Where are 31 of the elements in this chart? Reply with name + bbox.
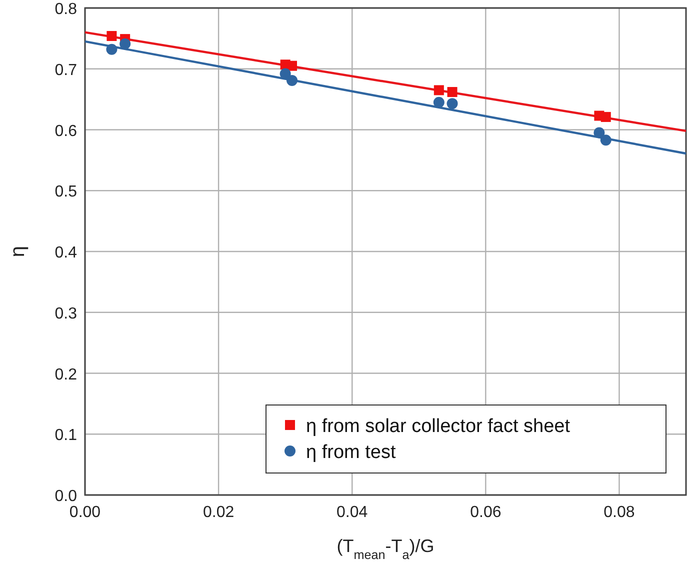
x-tick-label: 0.04 [336,504,368,521]
point [280,68,291,80]
point [287,60,298,71]
point [106,31,117,42]
point [286,74,298,86]
point [434,85,444,96]
y-tick-label: 0.8 [54,1,78,18]
point [600,112,611,122]
y-tick-label: 0.6 [54,122,78,140]
x-tick-label: 0.02 [202,504,234,521]
y-tick-label: 0.0 [54,488,78,505]
y-tick-label: 0.7 [54,62,78,79]
point [600,134,612,146]
y-tick-label: 0.2 [54,366,78,384]
x-tick-label: 0.08 [604,504,635,521]
point [120,38,131,50]
y-axis-title: η [7,246,29,258]
y-tick-label: 0.4 [54,244,78,262]
point [447,87,458,98]
legend-label: η from solar collector fact sheet [306,416,571,437]
y-tick-label: 0.1 [54,427,78,444]
point [106,44,118,55]
x-axis-title: (T$_{mean}$-T$_{a}$)/G [336,536,434,562]
point [446,98,458,110]
x-tick-label: 0.06 [470,504,502,521]
x-tick-label: 0.00 [69,504,101,521]
y-tick-label: 0.3 [54,305,78,322]
point [433,96,444,108]
y-tick-label: 0.5 [54,184,78,201]
point [594,127,605,138]
legend-label: η from test [306,442,396,463]
